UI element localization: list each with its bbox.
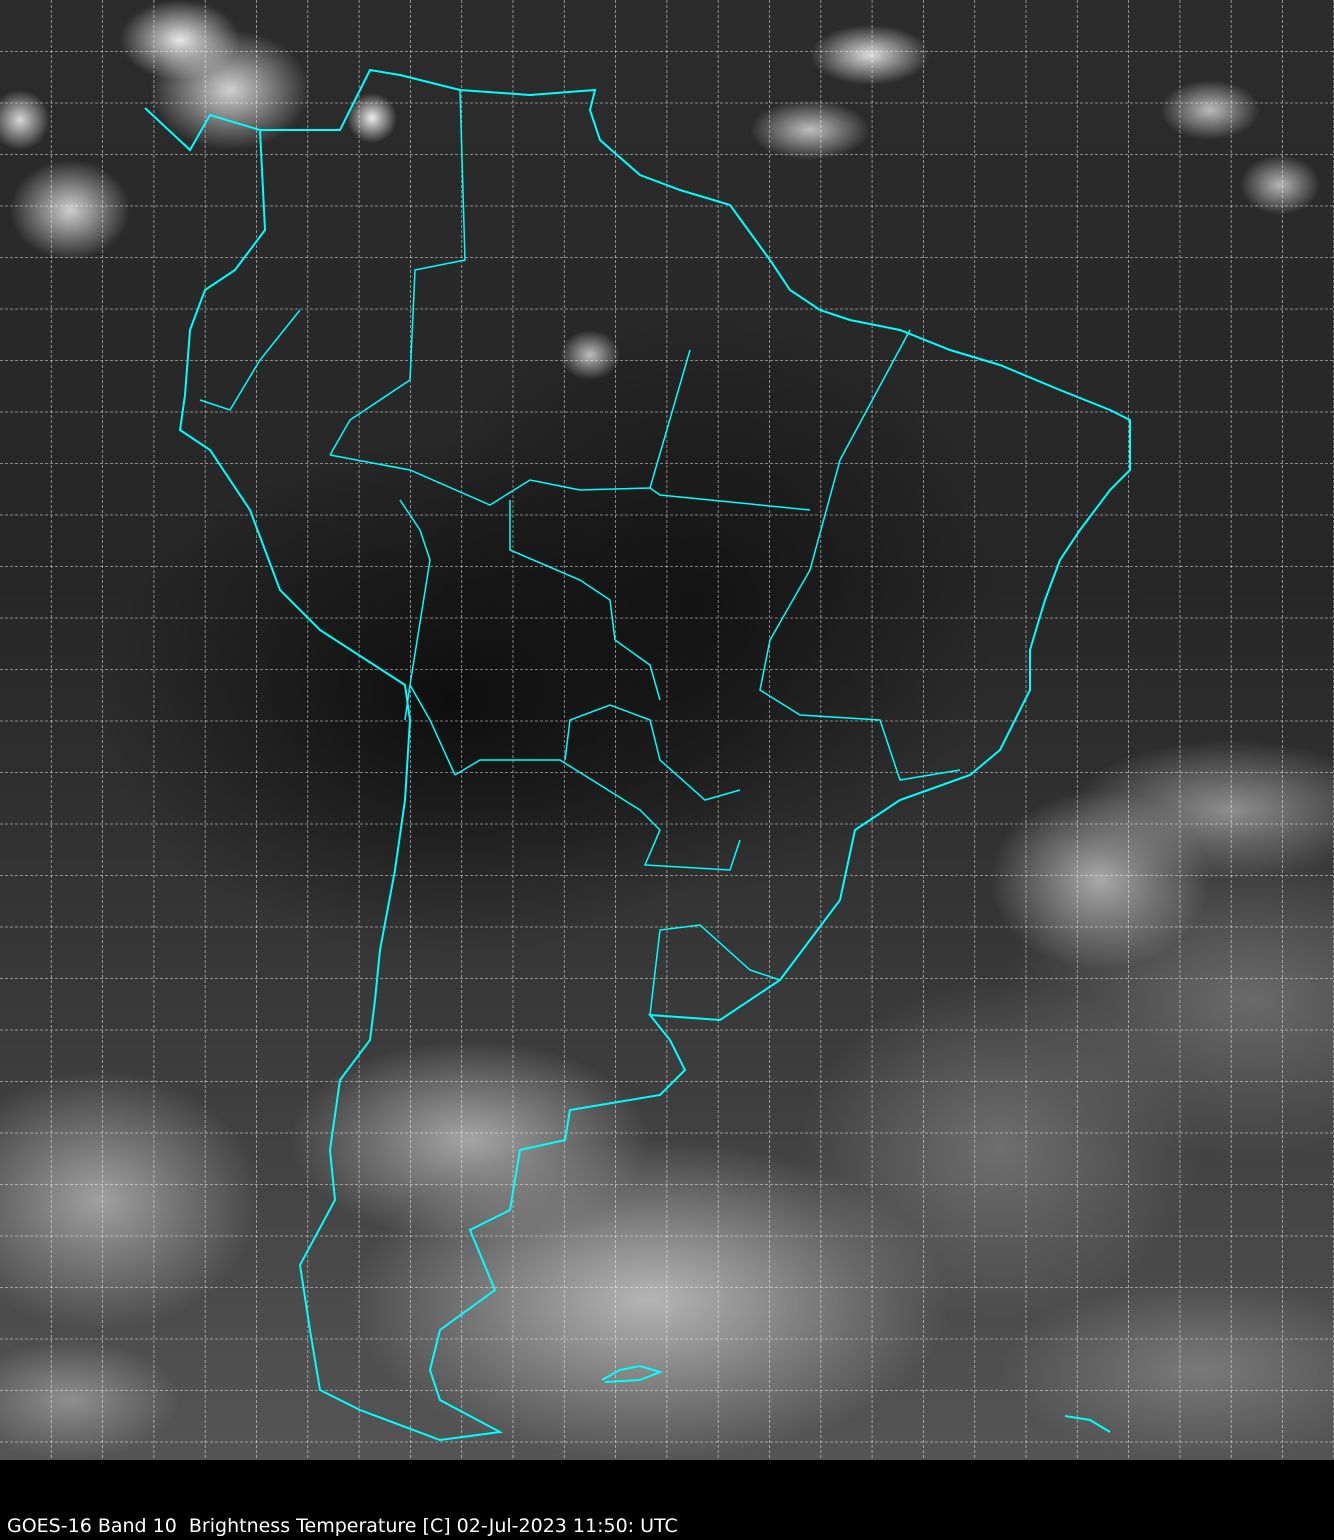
south-georgia-island <box>1064 1415 1111 1433</box>
lat-lon-grid <box>0 0 1334 1460</box>
country-borders <box>199 89 961 1016</box>
falkland-islands <box>601 1364 664 1383</box>
south-america-coastline <box>144 68 1131 1442</box>
coastline-overlay <box>144 68 1131 1442</box>
image-caption: GOES-16 Band 10 Brightness Temperature [… <box>7 1515 678 1537</box>
